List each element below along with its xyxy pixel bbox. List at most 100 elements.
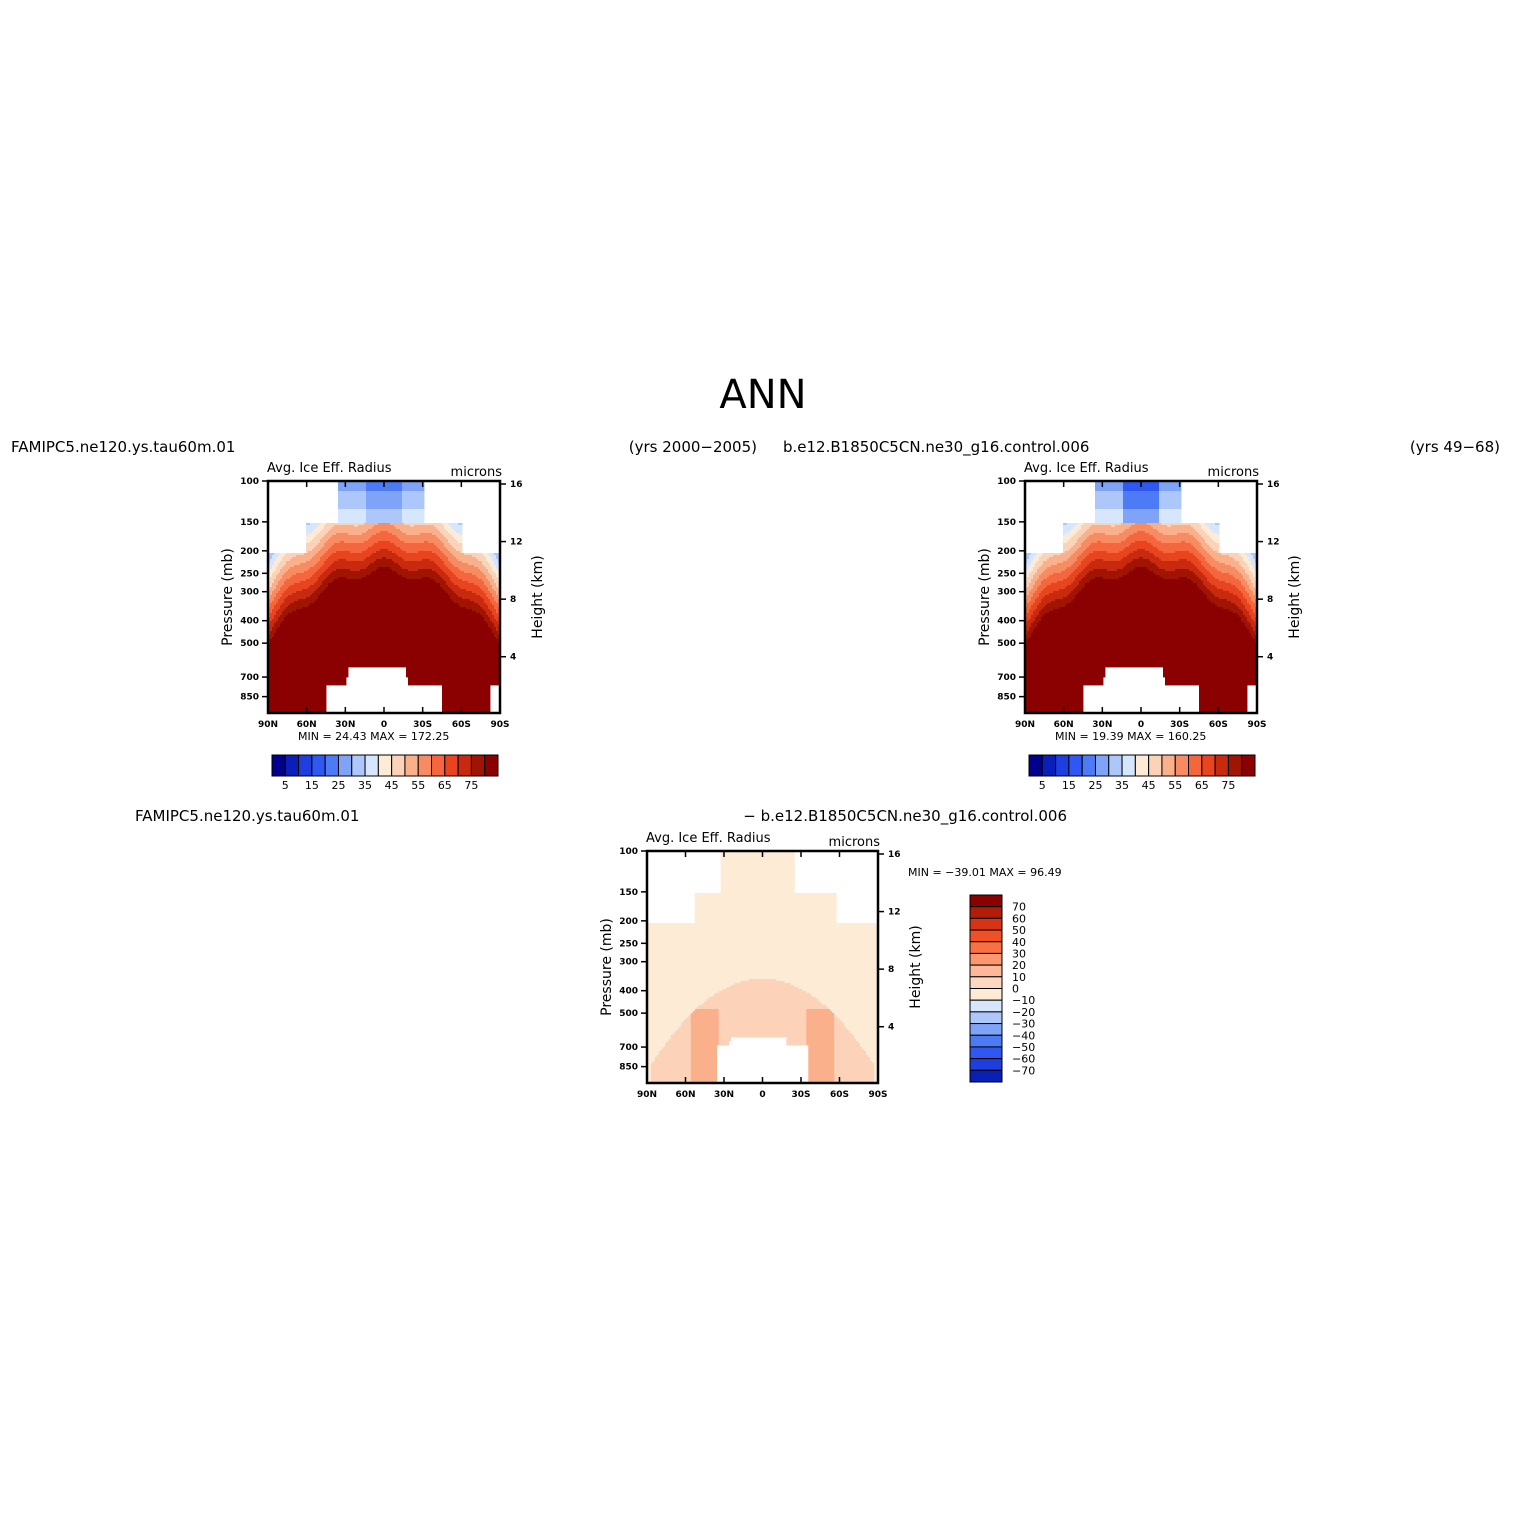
contour-fill	[442, 687, 491, 690]
contour-fill	[340, 541, 345, 544]
contour-fill	[470, 599, 485, 602]
contour-fill	[396, 545, 437, 548]
contour-fill	[652, 1061, 692, 1064]
contour-fill	[274, 635, 495, 638]
contour-fill	[1211, 529, 1220, 532]
contour-fill	[1057, 563, 1074, 566]
contour-fill	[1033, 557, 1040, 560]
contour-fill	[482, 571, 489, 574]
colorbar-box	[1094, 754, 1110, 777]
contour-fill	[654, 1059, 692, 1062]
contour-fill	[647, 1009, 696, 1012]
contour-fill	[408, 681, 501, 684]
contour-fill	[1075, 533, 1084, 536]
contour-fill	[1039, 577, 1048, 580]
x-tick-label: 60N	[675, 1090, 695, 1100]
contour-fill	[696, 1007, 829, 1010]
contour-fill	[1025, 611, 1030, 614]
contour-fill	[1029, 555, 1036, 558]
contour-fill	[302, 607, 467, 610]
contour-fill	[282, 603, 291, 606]
contour-fill	[647, 967, 879, 970]
contour-fill	[1247, 591, 1254, 594]
contour-fill	[402, 549, 441, 552]
contour-fill	[366, 515, 403, 518]
contour-fill	[1185, 541, 1200, 544]
contour-fill	[1159, 519, 1182, 522]
contour-fill	[1033, 595, 1040, 598]
contour-fill	[270, 613, 277, 616]
contour-fill	[268, 553, 275, 556]
contour-fill	[320, 567, 329, 570]
contour-fill	[1057, 581, 1074, 584]
contour-fill	[690, 1025, 720, 1028]
contour-fill	[670, 1037, 692, 1040]
contour-fill	[834, 1019, 841, 1022]
contour-fill	[1159, 497, 1182, 500]
contour-fill	[806, 1029, 835, 1032]
contour-fill	[400, 565, 439, 568]
contour-fill	[1077, 539, 1086, 542]
contour-fill	[292, 557, 313, 560]
contour-fill	[1025, 691, 1084, 694]
contour-fill	[1075, 579, 1082, 582]
contour-fill	[330, 529, 369, 532]
contour-fill	[1203, 573, 1212, 576]
contour-fill	[1217, 569, 1238, 572]
colorbar-box	[1055, 754, 1070, 777]
contour-fill	[1063, 545, 1074, 548]
contour-fill	[268, 593, 273, 596]
contour-fill	[304, 571, 317, 574]
contour-fill	[1135, 541, 1148, 544]
contour-fill	[1037, 587, 1046, 590]
contour-fill	[1247, 617, 1252, 620]
contour-fill	[496, 575, 501, 578]
contour-fill	[268, 609, 273, 612]
contour-fill	[690, 1019, 720, 1022]
contour-fill	[276, 575, 283, 578]
contour-fill	[290, 603, 311, 606]
contour-fill	[1123, 507, 1160, 510]
colorbar-label: 35	[1115, 779, 1129, 792]
contour-fill	[318, 533, 327, 536]
contour-fill	[1029, 629, 1034, 632]
contour-fill	[394, 543, 435, 546]
contour-fill	[284, 609, 297, 612]
contour-fill	[1121, 559, 1134, 562]
contour-fill	[1025, 701, 1084, 704]
contour-fill	[442, 587, 451, 590]
contour-fill	[442, 709, 491, 712]
contour-fill	[720, 863, 795, 866]
contour-fill	[286, 615, 483, 618]
contour-fill	[1025, 657, 1258, 660]
contour-fill	[718, 1027, 807, 1030]
contour-fill	[834, 1079, 875, 1082]
contour-fill	[1079, 591, 1204, 594]
contour-fill	[320, 541, 327, 544]
contour-fill	[278, 565, 285, 568]
contour-fill	[312, 539, 321, 542]
contour-fill	[282, 575, 293, 578]
contour-fill	[1125, 565, 1158, 568]
contour-fill	[647, 951, 879, 954]
contour-fill	[868, 1055, 879, 1058]
contour-fill	[492, 569, 499, 572]
contour-fill	[290, 559, 311, 562]
contour-fill	[312, 531, 321, 534]
contour-fill	[1247, 627, 1254, 630]
contour-fill	[282, 557, 293, 560]
contour-fill	[1025, 655, 1258, 658]
contour-fill	[806, 1033, 835, 1036]
contour-fill	[834, 1043, 861, 1046]
contour-fill	[1251, 617, 1258, 620]
contour-fill	[1247, 555, 1254, 558]
contour-fill	[1095, 495, 1124, 498]
colorbar-box	[484, 754, 499, 777]
contour-fill	[1217, 533, 1220, 536]
contour-fill	[1033, 629, 1250, 632]
height-tick-label: 12	[510, 538, 523, 548]
contour-fill	[1025, 575, 1030, 578]
contour-fill	[1033, 621, 1040, 624]
contour-fill	[274, 553, 281, 556]
